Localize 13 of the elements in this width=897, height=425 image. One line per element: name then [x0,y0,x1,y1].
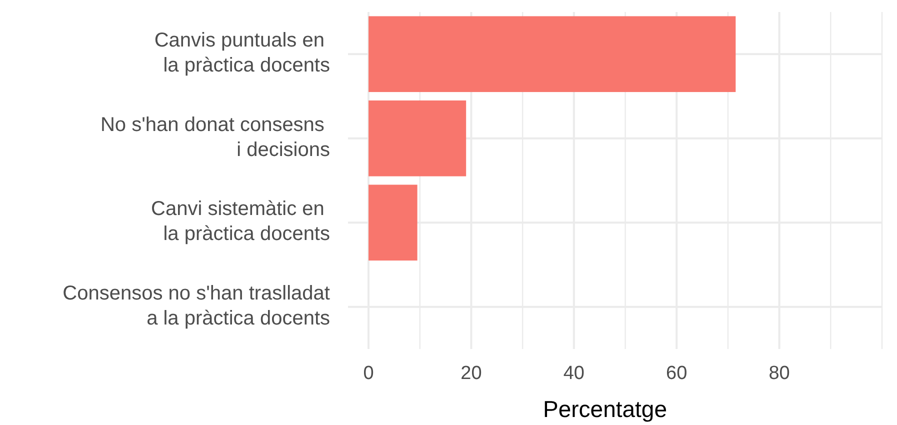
x-tick-label: 80 [768,363,790,384]
y-tick-label: Consensos no s'han traslladat a la pràctica docents [62,282,330,330]
y-tick-label: No s'han donat consesns i decisions [100,114,330,162]
y-tick-label: Canvi sistemàtic en la pràctica docents [151,198,330,246]
x-axis-title: Percentatge [542,396,668,422]
y-tick-label: Canvis puntuals en la pràctica docents [154,30,330,77]
x-tick-label: 40 [563,363,584,384]
bar [368,184,418,261]
x-tick-label: 20 [460,363,482,384]
x-tick-label: 0 [363,363,374,384]
bar [368,16,736,92]
x-tick-label: 60 [666,363,688,384]
bar [368,100,466,176]
